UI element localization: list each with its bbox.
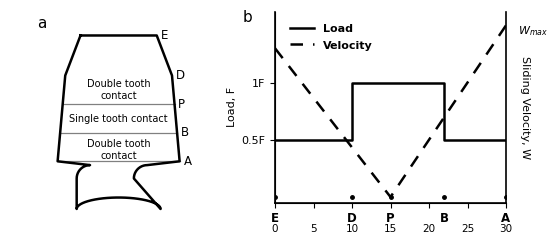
Y-axis label: Sliding Velocity, W: Sliding Velocity, W: [520, 56, 530, 159]
Load: [349, 81, 355, 84]
Text: b: b: [243, 10, 252, 25]
Load: [272, 138, 278, 141]
Load: [503, 138, 509, 141]
Y-axis label: Load, F: Load, F: [227, 87, 237, 127]
Text: D: D: [347, 212, 357, 226]
Line: Load: Load: [275, 82, 506, 140]
Text: $W_{max}$: $W_{max}$: [518, 24, 548, 38]
Velocity: [503, 24, 509, 27]
Velocity: [272, 47, 278, 50]
Legend: Load, Velocity: Load, Velocity: [285, 19, 377, 55]
Text: a: a: [37, 16, 47, 31]
Load: [441, 138, 448, 141]
Text: D: D: [176, 69, 185, 82]
Text: B: B: [440, 212, 449, 226]
Text: Single tooth contact: Single tooth contact: [69, 114, 168, 124]
Text: Double tooth
contact: Double tooth contact: [87, 139, 151, 161]
Text: P: P: [178, 98, 185, 111]
Text: A: A: [502, 212, 510, 226]
Text: B: B: [181, 126, 189, 139]
Load: [441, 81, 448, 84]
Text: Double tooth
contact: Double tooth contact: [87, 79, 151, 101]
Velocity: [387, 195, 394, 198]
Load: [349, 138, 355, 141]
Text: E: E: [161, 29, 168, 42]
Line: Velocity: Velocity: [275, 25, 506, 197]
Text: A: A: [184, 155, 191, 168]
Text: E: E: [271, 212, 279, 226]
Text: P: P: [386, 212, 395, 226]
